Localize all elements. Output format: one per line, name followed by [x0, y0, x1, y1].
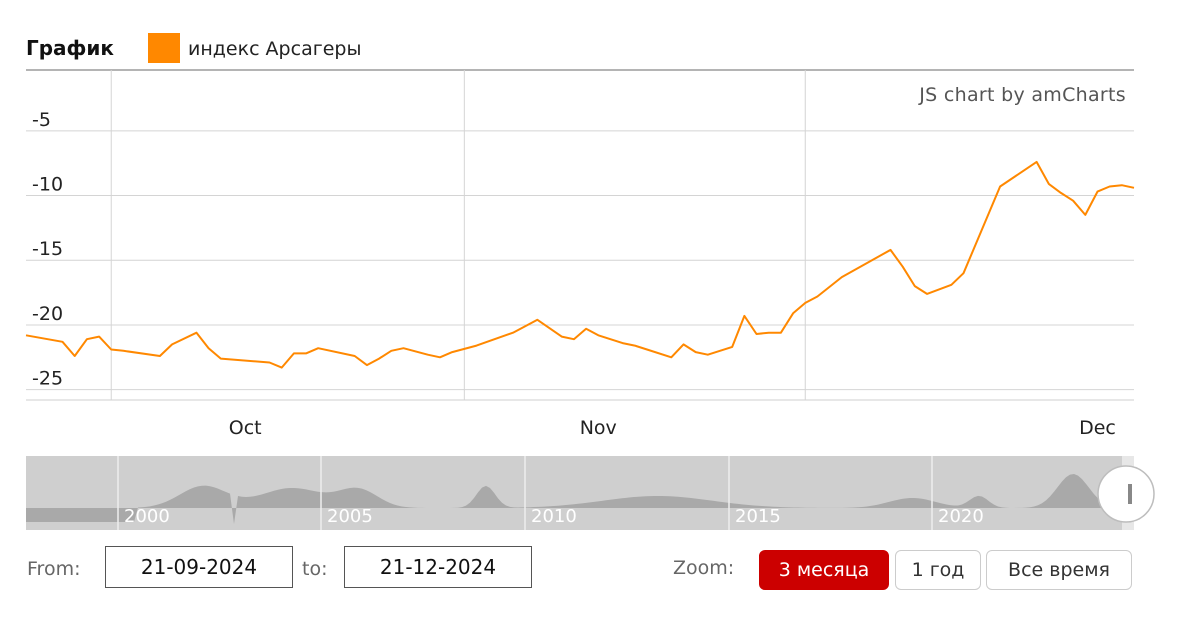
navigator-year-label: 2005: [327, 506, 373, 527]
y-tick-label: -5: [32, 109, 51, 131]
navigator-scrollbar: 2000 2005 2010 2015 2020: [26, 456, 1155, 530]
legend-swatch[interactable]: [148, 33, 180, 63]
legend-series-label[interactable]: индекс Арсагеры: [188, 38, 362, 60]
navigator-overview: [26, 474, 1134, 524]
series-line: [25, 160, 1135, 369]
zoom-label: Zoom:: [673, 557, 735, 579]
x-axis: Oct Nov Dec: [229, 417, 1116, 439]
chart-title: График: [26, 36, 114, 60]
y-tick-label: -15: [32, 238, 63, 260]
grid-layer: -5 -10 -15 -20 -25: [26, 69, 1134, 401]
y-tick-label: -20: [32, 303, 63, 325]
to-date-input[interactable]: 21-12-2024: [344, 546, 532, 588]
navigator-year-label: 2020: [938, 506, 984, 527]
y-tick-label: -25: [32, 368, 63, 390]
to-label: to:: [302, 558, 328, 580]
y-tick-label: -10: [32, 174, 63, 196]
navigator-year-label: 2000: [124, 506, 170, 527]
from-label: From:: [27, 558, 81, 580]
zoom-1-year-button[interactable]: 1 год: [895, 550, 981, 590]
navigator-grip-icon: [1128, 484, 1132, 504]
from-date-input[interactable]: 21-09-2024: [105, 546, 293, 588]
x-tick-label: Oct: [229, 417, 262, 439]
chart-credit-link[interactable]: JS chart by amCharts: [919, 84, 1126, 106]
zoom-3-months-button[interactable]: 3 месяца: [759, 550, 889, 590]
x-tick-label: Dec: [1079, 417, 1116, 439]
navigator-year-label: 2015: [735, 506, 781, 527]
navigator-year-label: 2010: [531, 506, 577, 527]
x-tick-label: Nov: [580, 417, 617, 439]
series-layer: [25, 160, 1135, 369]
zoom-all-time-button[interactable]: Все время: [986, 550, 1132, 590]
navigator-grip-handle[interactable]: [1097, 465, 1155, 523]
line-chart: -5 -10 -15 -20 -25 Oct Nov Dec 2000 2005 2010 201…: [25, 69, 1155, 530]
